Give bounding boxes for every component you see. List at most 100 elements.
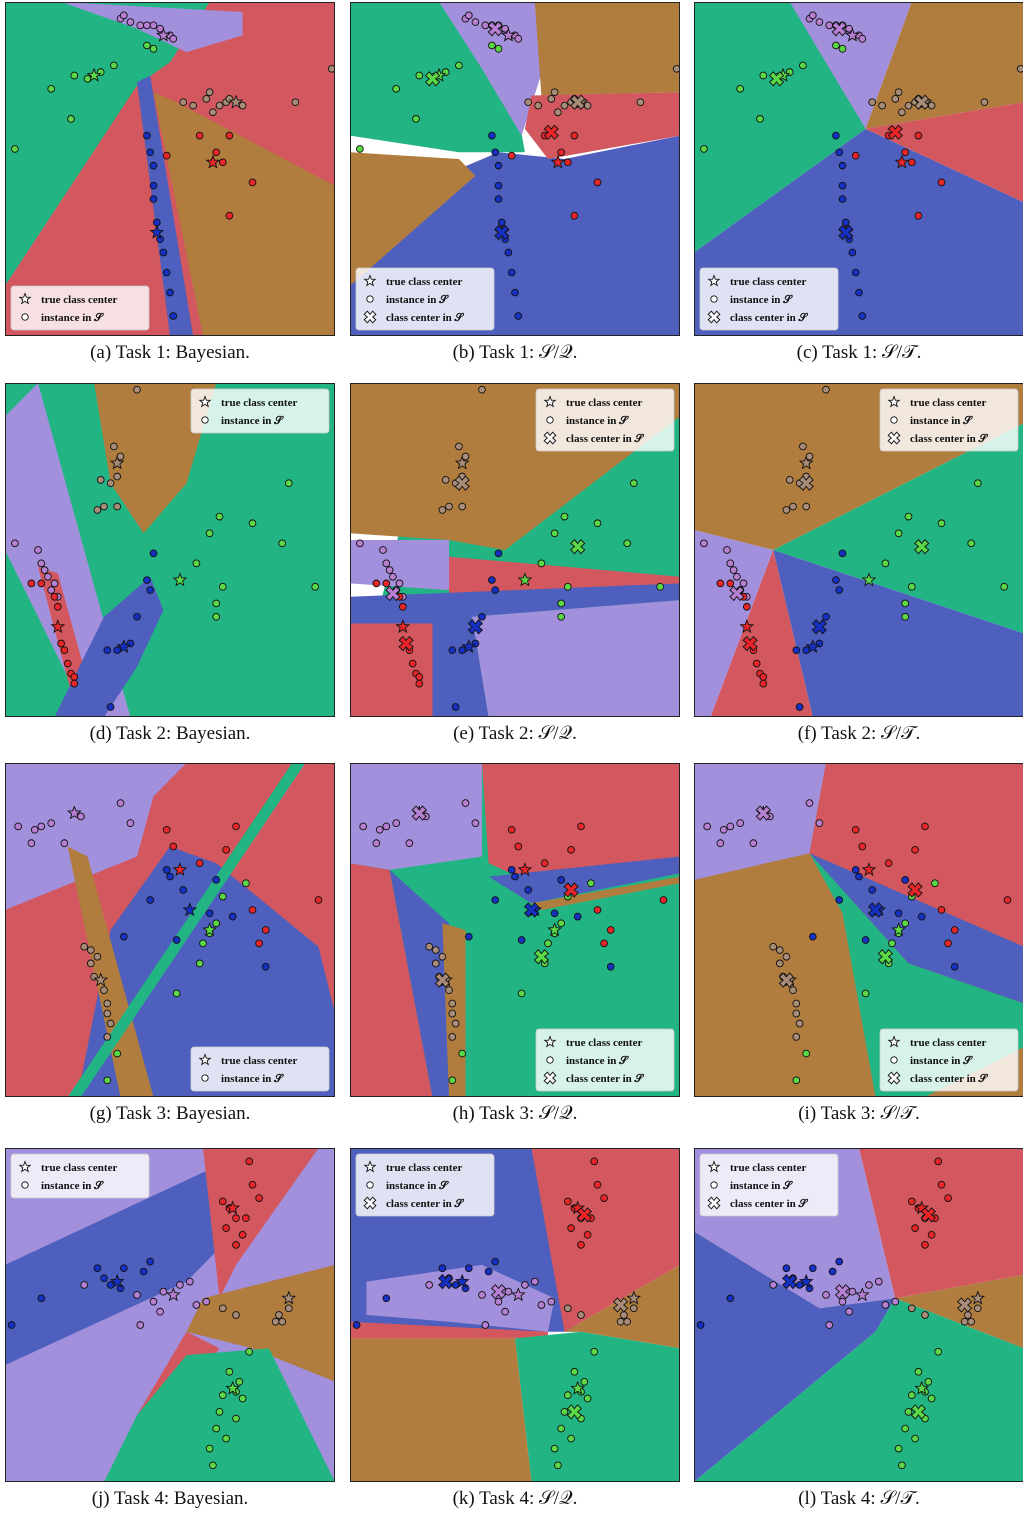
instance-point-red	[70, 679, 79, 688]
instance-point-purple	[461, 799, 470, 807]
instance-point-red	[212, 148, 221, 157]
instance-point-green	[311, 582, 320, 591]
instance-point-red	[600, 1194, 608, 1202]
instance-point-red	[944, 1194, 952, 1202]
instance-point-red	[169, 842, 178, 851]
instance-point-red	[162, 151, 171, 160]
instance-point-green	[587, 879, 595, 888]
class-center-cross-green	[877, 949, 894, 965]
instance-point-red	[927, 1230, 936, 1239]
caption-k: (k) Task 4: 𝒮/𝒬.	[452, 1488, 578, 1509]
instance-point-brown	[103, 999, 112, 1008]
true-center-star-brown	[626, 1290, 642, 1305]
instance-point-blue	[861, 936, 870, 944]
instance-point-purple	[845, 1307, 853, 1316]
legend-box	[699, 267, 839, 331]
class-center-cross-green	[910, 1404, 927, 1420]
instance-point-blue	[149, 195, 158, 203]
instance-point-brown	[785, 476, 794, 484]
instance-point-blue	[438, 1264, 447, 1273]
region-brown	[531, 876, 680, 910]
instance-point-blue	[146, 896, 155, 904]
region-purple	[439, 2, 565, 136]
legend-label-star: true class center	[386, 276, 462, 288]
legend-box	[535, 1028, 675, 1092]
class-center-cross-brown	[914, 94, 930, 110]
instance-point-red	[225, 211, 234, 220]
instance-point-red	[37, 579, 46, 588]
instance-point-blue	[133, 612, 141, 621]
instance-point-purple	[739, 579, 748, 588]
instance-point-purple	[202, 1297, 211, 1306]
legend-box	[355, 1153, 495, 1217]
instance-point-purple	[726, 822, 735, 831]
instance-point-red	[225, 131, 234, 140]
legend-star-icon	[18, 1160, 32, 1173]
instance-point-red	[921, 822, 929, 831]
legend-cross-icon	[363, 1196, 377, 1210]
instance-point-red	[314, 896, 323, 904]
instance-point-purple	[392, 819, 401, 827]
legend-label-star: true class center	[41, 1162, 117, 1174]
legend-label-cross: class center in 𝒮	[566, 1072, 645, 1085]
instance-point-brown	[103, 1009, 112, 1018]
instance-point-green	[242, 879, 250, 888]
instance-point-green	[907, 582, 916, 591]
class-center-cross-red	[576, 1207, 592, 1223]
instance-point-blue	[494, 161, 503, 170]
legend-label-star: true class center	[41, 294, 117, 306]
instance-point-purple	[733, 572, 741, 581]
instance-point-blue	[504, 248, 513, 257]
instance-point-green	[904, 512, 913, 521]
instance-point-blue	[179, 886, 188, 894]
instance-point-red	[514, 842, 523, 851]
instance-point-green	[218, 582, 227, 591]
instance-point-purple	[37, 559, 46, 568]
instance-point-green	[225, 1367, 234, 1376]
region-brown	[350, 1338, 532, 1482]
instance-point-red	[577, 822, 585, 831]
legend-star-icon	[363, 274, 377, 287]
legend-cross-icon	[887, 431, 901, 445]
instance-point-blue	[106, 703, 115, 711]
instance-point-red	[507, 825, 516, 834]
legend-box	[879, 1028, 1019, 1092]
instance-point-green	[888, 939, 896, 948]
class-center-cross-green	[914, 538, 930, 555]
instance-point-blue	[696, 1321, 705, 1329]
instance-point-red	[372, 579, 381, 588]
instance-point-brown	[795, 1019, 804, 1028]
instance-point-blue	[7, 1321, 16, 1329]
region-green	[773, 423, 1023, 634]
instance-point-brown	[113, 472, 122, 481]
legend-box	[879, 388, 1019, 452]
instance-point-green	[1000, 582, 1009, 591]
instance-point-blue	[352, 1321, 361, 1329]
instance-point-blue	[143, 131, 151, 140]
true-center-star-red	[172, 862, 188, 877]
panel-frame	[694, 383, 1023, 717]
instance-point-red	[218, 1197, 227, 1206]
legend-box	[355, 267, 495, 331]
instance-point-red	[415, 673, 424, 681]
instance-point-green	[212, 599, 221, 608]
legend-label-cross: class center in 𝒮	[910, 432, 989, 445]
instance-point-green	[554, 1461, 562, 1470]
instance-point-purple	[385, 566, 394, 574]
true-center-star-red	[205, 154, 221, 169]
class-center-cross-brown	[612, 1297, 629, 1313]
legend-star-icon	[543, 395, 557, 408]
panel-c: true class center instance in 𝒮 class cent…	[694, 2, 1023, 336]
true-center-star-brown	[281, 1290, 297, 1305]
legend-label-circle: instance in 𝒮	[41, 1179, 104, 1192]
instance-point-blue	[261, 962, 270, 971]
instance-point-green	[356, 145, 364, 153]
legend: true class center instance in 𝒮 class cent…	[699, 267, 839, 331]
instance-point-green	[629, 479, 638, 488]
region-red	[865, 102, 1023, 202]
region-green	[515, 1331, 680, 1482]
region-red	[350, 623, 433, 717]
class-center-cross-brown	[454, 475, 470, 491]
instance-point-brown	[577, 1311, 585, 1319]
instance-point-purple	[464, 11, 473, 20]
